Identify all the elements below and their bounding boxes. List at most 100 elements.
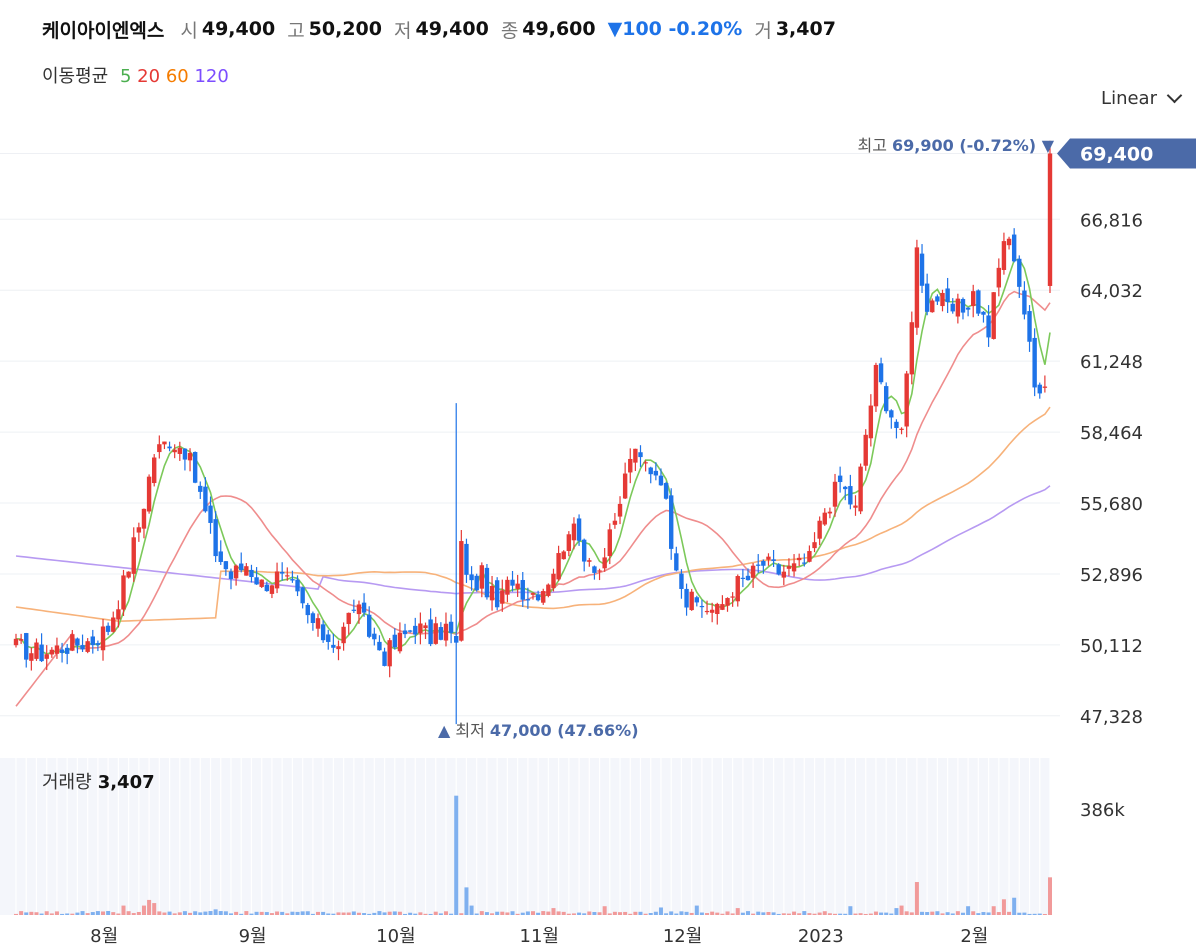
candle-body: [551, 573, 556, 589]
volume-bar: [930, 911, 935, 915]
volume-bar: [740, 912, 745, 915]
candle-body: [18, 639, 24, 641]
volume-bar: [561, 911, 566, 915]
candle-body: [387, 640, 392, 667]
candle-body: [617, 503, 623, 517]
volume-bar: [925, 912, 930, 915]
candle-body: [873, 364, 879, 407]
candle-body: [515, 583, 520, 589]
candle-body: [684, 588, 689, 608]
volume-bar: [85, 913, 90, 915]
volume-bar: [131, 913, 136, 915]
volume-bar: [761, 912, 766, 915]
volume-bar: [879, 912, 884, 915]
candle-body: [1042, 386, 1048, 388]
volume-label: 거: [754, 19, 772, 42]
candle-body: [955, 298, 961, 317]
candle-body: [85, 641, 90, 652]
volume-bar: [403, 913, 408, 915]
candle-body: [878, 363, 884, 383]
y-tick-label: 61,248: [1080, 352, 1143, 373]
volume-bar: [510, 911, 515, 915]
volume-bar: [566, 913, 571, 915]
candle-body: [786, 566, 792, 569]
candle-body: [177, 447, 183, 454]
volume-bar: [986, 912, 991, 915]
candle-body: [643, 462, 648, 464]
candle-body: [167, 446, 172, 449]
candle-body: [909, 322, 914, 375]
candle-body: [996, 267, 1002, 288]
volume-bar: [49, 913, 54, 915]
candle-body: [29, 653, 34, 661]
volume-bar: [781, 913, 786, 915]
volume-bar: [940, 913, 945, 915]
volume-bar: [571, 913, 576, 915]
volume-bar: [336, 912, 341, 915]
scale-selector[interactable]: Linear: [1101, 87, 1183, 109]
volume-bar: [300, 911, 305, 915]
candle-body: [868, 405, 874, 439]
volume-bar: [812, 913, 817, 915]
candle-body: [510, 579, 515, 586]
volume-bar: [612, 911, 617, 915]
volume-bar: [505, 912, 510, 915]
volume-bar: [44, 911, 49, 915]
volume-bar: [418, 912, 423, 915]
candle-body: [500, 590, 505, 604]
volume-bar: [607, 913, 612, 915]
moving-average-label: 이동평균: [42, 66, 109, 87]
volume-bar: [408, 912, 413, 915]
volume-bar: [981, 912, 986, 915]
volume-bar: [167, 911, 172, 915]
candle-body: [807, 551, 812, 562]
volume-bar: [367, 913, 372, 915]
volume-bar: [387, 911, 392, 915]
candle-body: [269, 585, 275, 594]
volume-bar: [101, 911, 106, 915]
volume-bar: [817, 912, 822, 915]
candle-body: [894, 421, 899, 428]
volume-bar: [971, 911, 976, 915]
candle-body: [418, 623, 423, 634]
candle-body: [740, 577, 746, 579]
candle-body: [776, 564, 781, 575]
candle-body: [54, 645, 60, 654]
candle-body: [198, 485, 203, 492]
candle-body: [674, 553, 679, 571]
volume-bar: [1007, 911, 1012, 915]
candle-body: [290, 579, 295, 581]
volume-bar: [525, 911, 530, 915]
x-tick-label: 2월: [960, 926, 988, 947]
candle-body: [965, 307, 971, 310]
candle-body: [305, 604, 310, 616]
candle-body: [64, 647, 70, 654]
volume-bar: [653, 911, 658, 915]
candle-body: [602, 557, 607, 569]
candle-body: [218, 551, 223, 562]
volume-bar: [884, 912, 889, 915]
candle-body: [1037, 384, 1042, 394]
candle-body: [320, 624, 326, 641]
candle-body: [546, 584, 551, 596]
candle-body: [397, 632, 403, 652]
candle-body: [919, 253, 925, 286]
candle-body: [750, 565, 756, 578]
volume-bar: [423, 913, 428, 915]
candle-body: [699, 605, 705, 608]
volume-bar: [280, 911, 285, 915]
change-value: ▼100 -0.20%: [607, 18, 743, 40]
volume-bar: [643, 913, 648, 915]
candle-body: [1006, 238, 1012, 246]
volume-bar: [310, 913, 315, 915]
high-label: 고: [287, 19, 305, 42]
x-tick-label: 9월: [239, 926, 267, 947]
candle-body: [945, 288, 950, 303]
candle-body: [899, 428, 904, 430]
candle-body: [837, 475, 843, 483]
volume-bar: [116, 913, 121, 915]
candle-body: [802, 562, 807, 564]
volume-bar: [894, 908, 899, 915]
candle-body: [607, 529, 612, 557]
volume-bar: [664, 913, 669, 915]
